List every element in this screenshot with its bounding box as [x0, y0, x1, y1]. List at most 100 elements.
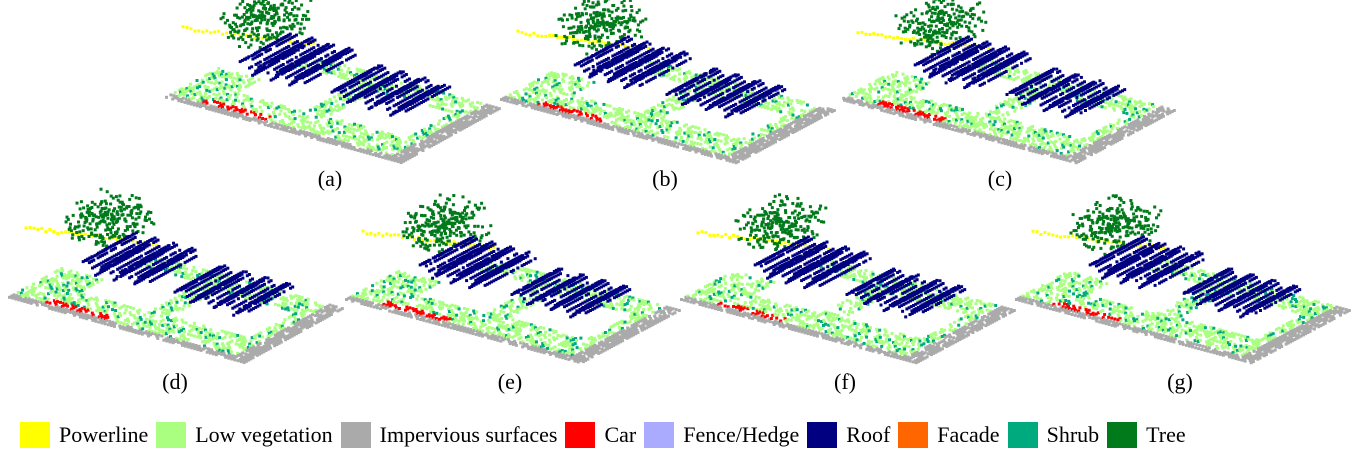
point: [253, 33, 256, 36]
point: [863, 88, 866, 91]
point: [238, 45, 241, 48]
point: [686, 52, 689, 55]
point: [1013, 73, 1016, 76]
point: [588, 45, 591, 48]
point: [657, 59, 660, 62]
point: [948, 115, 951, 118]
point: [333, 50, 336, 53]
point: [402, 70, 405, 73]
point: [870, 87, 873, 90]
point: [274, 20, 277, 23]
point: [217, 67, 220, 70]
point: [277, 7, 280, 10]
point: [560, 17, 563, 20]
point: [627, 110, 630, 113]
point: [710, 149, 713, 152]
point: [260, 19, 263, 22]
point: [1008, 98, 1011, 101]
point: [251, 76, 254, 79]
point: [462, 99, 465, 102]
point: [933, 106, 936, 109]
point: [284, 107, 287, 110]
point: [290, 63, 293, 66]
point: [624, 9, 627, 12]
point: [949, 124, 952, 127]
point: [279, 32, 282, 35]
point: [963, 112, 966, 115]
point: [855, 95, 858, 98]
point: [383, 67, 386, 70]
point: [531, 84, 534, 87]
point: [624, 77, 627, 80]
point: [353, 128, 356, 131]
point: [299, 28, 302, 31]
point: [288, 19, 291, 22]
point: [587, 22, 590, 25]
point: [934, 102, 937, 105]
point: [610, 114, 613, 117]
point: [758, 97, 761, 100]
point: [769, 91, 772, 94]
point: [343, 105, 346, 108]
point: [347, 67, 350, 70]
point: [736, 141, 739, 144]
point: [298, 7, 301, 10]
point: [243, 94, 246, 97]
point: [327, 43, 330, 46]
point: [217, 30, 220, 33]
point: [371, 139, 374, 142]
point: [633, 72, 636, 75]
point: [306, 10, 309, 13]
point: [919, 81, 922, 84]
point: [779, 110, 782, 113]
point: [694, 126, 697, 129]
point: [369, 70, 372, 73]
point: [592, 16, 595, 19]
point: [386, 77, 389, 80]
point: [921, 104, 924, 107]
point: [233, 30, 236, 33]
point: [196, 79, 199, 82]
point: [250, 65, 253, 68]
point: [605, 28, 608, 31]
point: [316, 112, 319, 115]
point: [396, 78, 399, 81]
point: [235, 14, 238, 17]
point: [284, 115, 287, 118]
point: [517, 30, 520, 33]
point: [197, 29, 200, 32]
point: [976, 112, 979, 115]
point: [599, 36, 602, 39]
point: [204, 92, 207, 95]
point: [288, 34, 291, 37]
point: [342, 134, 345, 137]
point: [287, 126, 290, 129]
point: [333, 72, 336, 75]
point: [591, 59, 594, 62]
point: [587, 0, 590, 3]
point: [230, 88, 233, 91]
point: [263, 4, 266, 7]
point: [610, 32, 613, 35]
point: [661, 131, 664, 134]
point: [257, 9, 260, 12]
point: [662, 47, 665, 50]
point: [222, 16, 225, 19]
point: [691, 130, 694, 133]
point: [304, 59, 307, 62]
point: [430, 84, 433, 87]
point: [255, 2, 258, 5]
point: [592, 1, 595, 4]
point: [775, 137, 778, 140]
point: [748, 154, 751, 157]
point: [644, 45, 647, 48]
point: [303, 56, 306, 59]
point: [765, 87, 768, 90]
point: [919, 118, 922, 121]
point: [875, 87, 878, 90]
point: [273, 4, 276, 7]
point: [607, 65, 610, 68]
point: [253, 81, 256, 84]
point: [538, 93, 541, 96]
point: [422, 149, 425, 152]
